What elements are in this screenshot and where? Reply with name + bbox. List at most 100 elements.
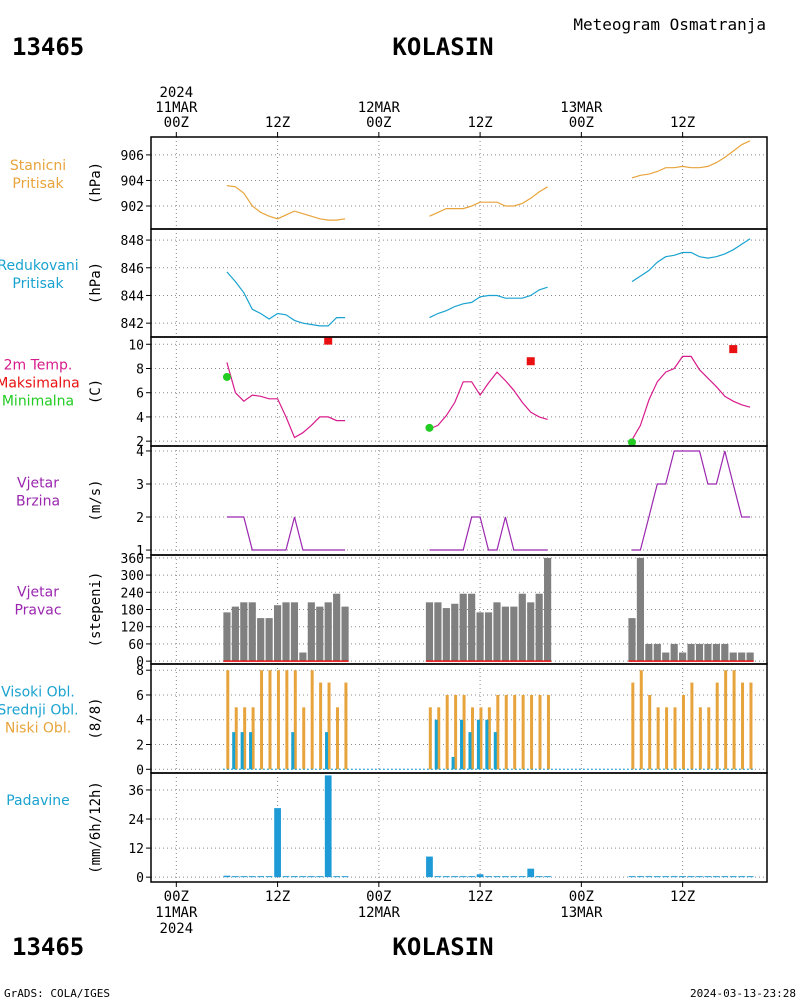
cloud-bar — [496, 694, 500, 770]
cloud-bar — [344, 682, 348, 770]
data-bar — [544, 557, 552, 662]
data-bar — [341, 876, 349, 878]
data-bar — [721, 876, 729, 878]
data-bar — [738, 876, 746, 878]
data-bar — [282, 876, 290, 878]
cloud-bar — [234, 707, 238, 770]
cloud-bar — [631, 682, 635, 770]
data-bar — [636, 557, 645, 662]
time-label-top: 12MAR — [358, 100, 401, 116]
cloud-bar — [226, 670, 230, 770]
y-tick-label: 846 — [121, 262, 144, 277]
cloud-bar — [460, 719, 464, 770]
data-bar — [425, 602, 434, 662]
time-label-top: 12Z — [467, 115, 492, 131]
cloud-bar — [232, 732, 236, 770]
y-tick-label: 0 — [136, 763, 144, 778]
data-bar — [501, 606, 509, 662]
data-bar — [324, 602, 332, 662]
series-line — [631, 140, 751, 179]
data-bar — [687, 643, 695, 662]
data-bar — [299, 876, 307, 878]
cloud-bar — [479, 707, 483, 770]
cloud-bar — [276, 670, 280, 770]
data-bar — [459, 593, 467, 662]
time-label-bottom: 12Z — [467, 889, 492, 905]
y-tick-label: 4 — [136, 445, 144, 460]
y-tick-label: 6 — [136, 689, 144, 704]
y-tick-label: 4 — [136, 411, 144, 426]
y-tick-label: 24 — [128, 813, 144, 828]
data-bar — [257, 618, 265, 662]
data-bar — [307, 602, 315, 662]
y-tick-label: 240 — [121, 586, 144, 601]
data-bar — [493, 876, 501, 878]
cloud-bar — [291, 732, 295, 770]
panel-label: Maksimalna — [0, 376, 80, 392]
station-name-bottom: KOLASIN — [392, 933, 493, 961]
time-label-bottom: 00Z — [569, 889, 594, 905]
cloud-bar — [665, 707, 669, 770]
panel-label: Padavine — [6, 793, 70, 809]
cloud-bar — [698, 707, 702, 770]
max-temp-point — [324, 336, 333, 345]
y-tick-label: 12 — [128, 842, 144, 857]
y-tick-label: 36 — [128, 784, 144, 799]
data-bar — [712, 876, 720, 878]
cloud-bar — [487, 707, 491, 770]
panel-label: 2m Temp. — [4, 358, 73, 374]
data-bar — [341, 606, 349, 662]
data-bar — [687, 876, 695, 878]
data-bar — [434, 876, 442, 878]
data-bar — [426, 856, 433, 878]
series-line — [631, 355, 751, 441]
data-bar — [248, 602, 256, 662]
panel-label: Visoki Obl. — [1, 685, 75, 701]
data-bar — [476, 612, 484, 662]
time-label-bottom: 13MAR — [560, 905, 603, 921]
time-label-top: 11MAR — [155, 100, 198, 116]
data-bar — [274, 808, 281, 878]
cloud-bar — [639, 670, 643, 770]
y-tick-label: 300 — [121, 569, 144, 584]
footer-right: 2024-03-13-23:28 — [690, 987, 796, 1000]
y-tick-label: 6 — [136, 387, 144, 402]
cloud-bar — [325, 732, 329, 770]
data-bar — [645, 876, 653, 878]
data-bar — [232, 876, 239, 878]
panel-frame — [150, 772, 768, 883]
data-bar — [729, 876, 737, 878]
time-label-bottom: 12Z — [265, 889, 290, 905]
chart-title: Meteogram Osmatranja — [573, 15, 766, 34]
data-bar — [240, 876, 248, 878]
footer-left: GrADS: COLA/IGES — [4, 987, 110, 1000]
series-line — [429, 371, 548, 430]
cloud-bar — [538, 694, 542, 770]
data-bar — [290, 602, 299, 662]
data-bar — [307, 876, 315, 878]
time-label-top: 00Z — [366, 115, 391, 131]
y-axis-label: (hPa) — [88, 162, 104, 204]
data-bar — [535, 876, 543, 878]
y-tick-label: 902 — [121, 200, 144, 215]
data-bar — [442, 876, 450, 878]
min-temp-point — [627, 438, 636, 447]
data-bar — [535, 593, 543, 662]
cloud-bar — [327, 682, 331, 770]
max-temp-point — [526, 357, 535, 366]
min-temp-point — [222, 372, 231, 381]
data-bar — [223, 875, 231, 878]
panel-label: Brzina — [16, 494, 60, 510]
data-bar — [712, 643, 720, 662]
y-tick-label: 0 — [136, 655, 144, 670]
series-line — [226, 271, 346, 327]
cloud-bar — [476, 719, 480, 770]
data-bar — [695, 643, 704, 662]
cloud-bar — [260, 670, 264, 770]
data-bar — [670, 643, 678, 662]
data-bar — [544, 876, 551, 878]
y-tick-label: 4 — [136, 714, 144, 729]
time-label-bottom: 11MAR — [155, 905, 198, 921]
data-bar — [291, 876, 298, 878]
